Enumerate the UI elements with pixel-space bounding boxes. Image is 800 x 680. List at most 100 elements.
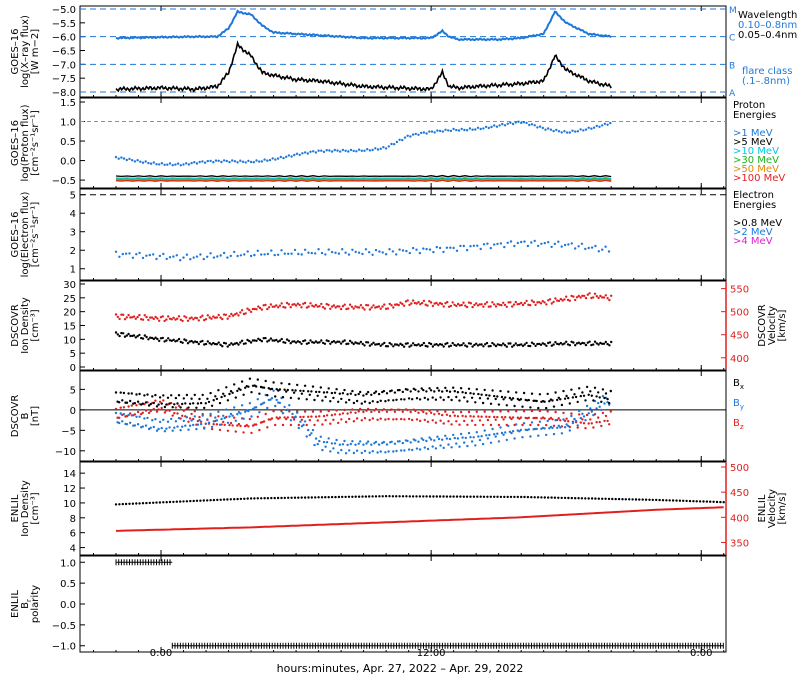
proton-series-0-point	[603, 122, 607, 126]
proton-series-0-point	[247, 159, 250, 163]
field-series-0-point	[571, 396, 575, 399]
field-series-0-point	[193, 393, 196, 397]
velocity-series-point	[473, 303, 476, 307]
enlil-density-series-point	[364, 495, 368, 498]
field-series-2-point	[437, 412, 441, 415]
field-series-1-point	[439, 444, 442, 447]
field-series-0-point	[122, 391, 126, 395]
field-series-1-point	[425, 439, 428, 443]
field-series-2-point	[360, 419, 363, 422]
field-series-1-point	[177, 416, 181, 420]
velocity-series-point	[375, 305, 379, 309]
field-series-1-point	[499, 426, 502, 429]
field-series-1-point	[344, 452, 348, 455]
field-series-2-point	[209, 414, 212, 417]
density-series-point	[219, 343, 222, 346]
density-series-point	[437, 344, 440, 347]
electron-2-series-point	[145, 254, 148, 257]
density-series-point	[462, 342, 465, 345]
velocity-series-point	[156, 317, 159, 320]
field-series-1-point	[187, 428, 190, 431]
field-series-0-point	[398, 388, 401, 392]
field-series-0-point	[376, 400, 379, 404]
field-series-0-point	[563, 397, 567, 400]
field-series-0-point	[228, 392, 231, 396]
field-series-1-point	[157, 427, 160, 431]
field-series-2-point	[428, 409, 431, 412]
velocity-series-point	[343, 303, 346, 306]
density-series-point	[597, 343, 600, 346]
proton-series-0-point	[122, 157, 126, 160]
electron-2-series-point	[418, 251, 422, 255]
field-series-2-point	[464, 415, 467, 418]
density-series-point	[390, 343, 393, 346]
velocity-series-point	[512, 303, 516, 306]
field-series-0-point	[348, 398, 351, 402]
field-series-1-point	[231, 414, 234, 417]
field-series-0-point	[125, 401, 129, 404]
field-series-0-point	[335, 388, 338, 391]
velocity-series-point	[575, 296, 579, 299]
density-series-point	[538, 342, 541, 346]
density-series-point	[532, 342, 535, 346]
field-series-0-point	[469, 392, 472, 395]
velocity-series-point	[556, 299, 559, 302]
velocity-series-point	[278, 304, 282, 307]
electron-2-series-point	[209, 252, 212, 255]
density-series-point	[518, 343, 521, 347]
field-series-0-point	[149, 402, 152, 406]
density-series-point	[336, 340, 339, 343]
enlil-density-series-point	[118, 503, 121, 506]
field-series-0-point	[226, 399, 230, 402]
field-series-1-point	[382, 440, 386, 444]
velocity-series-point	[534, 303, 537, 307]
field-series-0-point	[262, 386, 266, 389]
density-series-point	[222, 341, 226, 345]
field-series-1-point	[360, 451, 363, 455]
field-series-0-point	[411, 398, 414, 401]
field-series-2-point	[155, 410, 159, 413]
y-tick-label: 1.0	[60, 118, 76, 129]
proton-series-0-point	[193, 161, 196, 164]
enlil-density-series-point	[584, 497, 587, 500]
field-series-1-point	[196, 423, 200, 426]
density-series-point	[154, 336, 157, 339]
velocity-series-point	[446, 300, 449, 304]
field-series-2-point	[497, 423, 501, 427]
field-series-2-point	[324, 419, 327, 422]
enlil-density-series-point	[425, 495, 428, 498]
y-tick-label: 12	[63, 484, 76, 495]
field-series-0-point	[318, 390, 321, 394]
density-series-point	[186, 342, 190, 345]
velocity-series-point	[194, 316, 197, 319]
field-series-0-point	[565, 394, 568, 398]
density-series-point	[330, 340, 334, 344]
enlil-density-series-point	[698, 500, 702, 503]
field-series-1-point	[505, 438, 508, 442]
field-series-1-point	[496, 432, 499, 435]
field-series-2-point	[242, 431, 245, 434]
enlil-density-series-point	[435, 495, 438, 498]
velocity-series-point	[595, 295, 598, 298]
field-series-0-point	[379, 399, 382, 402]
electron-2-series-point	[297, 252, 300, 256]
electron-2-series-point	[415, 248, 418, 251]
velocity-series-point	[177, 315, 181, 318]
field-series-1-point	[357, 442, 360, 445]
electron-2-series-point	[317, 248, 320, 251]
y-tick-label: −0.5	[52, 176, 76, 187]
field-series-0-point	[264, 379, 267, 383]
field-series-1-point	[556, 426, 559, 429]
enlil-density-series-point	[391, 495, 395, 498]
proton-series-0-point	[225, 159, 228, 163]
y-tick-label: 25	[63, 294, 76, 305]
field-series-0-point	[455, 395, 458, 399]
field-series-2-point	[280, 410, 283, 413]
field-series-1-point	[348, 449, 351, 452]
density-series-point	[230, 342, 233, 345]
field-series-0-point	[595, 395, 598, 398]
field-series-0-point	[357, 392, 360, 396]
enlil-density-series-point	[408, 495, 411, 498]
field-series-2-point	[411, 418, 414, 422]
y-tick-label: 10	[63, 499, 76, 510]
